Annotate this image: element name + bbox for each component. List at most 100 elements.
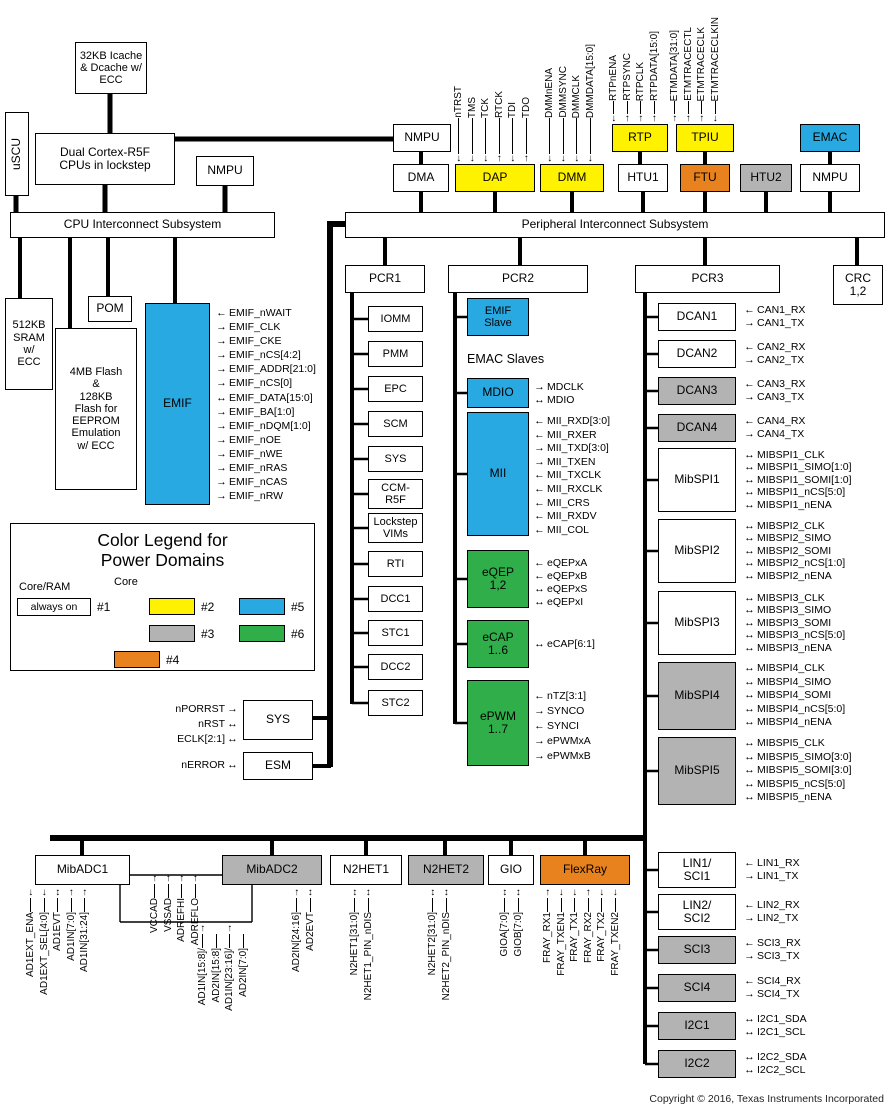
i2c1-signals: ↔ I2C1_SDA ↔ I2C1_SCL — [742, 1013, 807, 1039]
signal-label: EMIF_CLK — [229, 321, 281, 334]
signal-label: MII_TXCLK — [547, 469, 602, 482]
signal-label: I2C1_SDA — [757, 1013, 807, 1025]
signal-arrow: → — [534, 735, 545, 747]
signal-label: EMIF_nOE — [229, 433, 281, 446]
signal-arrow: → — [744, 870, 755, 882]
signal-arrow: ↔ — [744, 791, 755, 804]
pin-wire — [574, 898, 576, 912]
signal-arrow: ← — [744, 415, 755, 427]
signal-row: → CAN3_TX — [742, 391, 805, 404]
signal-row: nRST ↔ — [198, 717, 240, 732]
signal-label: nPORRST — [175, 703, 225, 715]
signal-label: MIBSPI1_SOMI[1:0] — [757, 473, 852, 486]
signal-label: CAN2_TX — [757, 354, 805, 366]
pin-label: AD1EXT_ENA — [25, 912, 37, 978]
signal-arrow: ← — [534, 428, 545, 441]
signal-row: ↔ MIBSPI5_CLK — [742, 737, 852, 750]
signal-arrow: → — [534, 705, 545, 717]
pin-label: FRAY_TX2 — [596, 912, 608, 962]
i2c2-block: I2C2 — [658, 1050, 736, 1078]
pin-arrow: ↕ — [307, 887, 313, 898]
pin-wire — [549, 118, 551, 154]
pin-column: AD2IN[15:8] — [210, 924, 224, 1002]
signal-arrow: → — [216, 462, 227, 475]
signal-label: nERROR — [181, 759, 225, 771]
row-i2c1: I2C1 ↔ I2C1_SDA ↔ I2C1_SCL — [658, 1012, 807, 1040]
pin-column: RTPnENA ↓ — [607, 55, 621, 124]
signal-row: ← nTZ[3:1] — [532, 689, 591, 704]
pin-arrow: ↓ — [558, 887, 564, 898]
mibspi4-signals: ↔ MIBSPI4_CLK ↔ MIBSPI4_SIMO ↔ MIBSPI4_SOMI ↔ M… — [742, 662, 845, 729]
pin-column: ↑ AD1IN[23:16]/ — [223, 924, 237, 1011]
pin-arrow: ↓ — [456, 153, 462, 164]
pin-wire — [525, 118, 527, 154]
signal-row: ← MII_RXER — [532, 429, 610, 443]
stc1-block: STC1 — [368, 620, 423, 646]
signal-arrow: → — [216, 349, 227, 362]
pin-label: TMS — [466, 96, 478, 118]
pin-label: FRAY_RX2 — [582, 912, 594, 963]
pin-wire — [687, 101, 689, 114]
signal-label: MIBSPI5_nENA — [757, 791, 832, 804]
pin-arrow: ↕ — [365, 887, 371, 898]
pin-wire — [43, 898, 45, 912]
signal-row: ↔ I2C1_SCL — [742, 1026, 807, 1039]
pin-label: VCCAD — [149, 898, 161, 934]
pin-wire — [167, 884, 169, 898]
signal-arrow: ↔ — [227, 733, 238, 745]
signal-row: nERROR ↔ — [181, 759, 240, 772]
pin-column: ↑ AD1IN[15:8]/ — [196, 924, 210, 1006]
signal-row: ↔ MIBSPI1_CLK — [742, 449, 852, 462]
lin2-sci2-signals: ← LIN2_RX → LIN2_TX — [742, 899, 799, 925]
signal-label: MIBSPI4_SIMO — [757, 675, 832, 688]
signal-arrow: → — [534, 750, 545, 762]
signal-row: ↔ MIBSPI4_CLK — [742, 662, 845, 675]
pin-column: DMMDATA[15:0] ↓ — [584, 44, 598, 164]
signal-row: → EMIF_nRW — [214, 489, 316, 503]
signal-row: ↔ MIBSPI3_SOMI — [742, 617, 845, 630]
signal-arrow: ← — [744, 341, 755, 353]
signal-arrow: ↔ — [744, 557, 755, 570]
emif-slave-block: EMIF Slave — [467, 298, 529, 336]
pin-label: RTPDATA[15:0] — [648, 30, 660, 101]
signal-arrow: ← — [534, 482, 545, 495]
n2het1-block: N2HET1 — [330, 855, 402, 885]
pin-arrow: ↑ — [523, 153, 529, 164]
pin-wire — [367, 898, 369, 912]
nmpu-cpu-block: NMPU — [196, 156, 254, 186]
pin-label: GIOB[7:0] — [512, 912, 524, 957]
signal-arrow: ← — [534, 469, 545, 482]
pcr2-block: PCR2 — [448, 265, 588, 293]
copyright-text: Copyright © 2016, Texas Instruments Inco… — [649, 1093, 884, 1105]
pin-arrow: ↓ — [510, 153, 516, 164]
signal-label: MII_TXEN — [547, 455, 596, 468]
signal-label: MDCLK — [547, 381, 584, 393]
pin-column: ↑ AD1IN[31:24] — [78, 888, 92, 973]
signal-row: → CAN1_TX — [742, 317, 805, 330]
pin-label: AD1EXT_SEL[4:0] — [38, 912, 50, 995]
signal-arrow: ← — [534, 496, 545, 509]
signal-row: nPORRST → — [175, 702, 240, 717]
pin-arrow: ↓ — [28, 887, 34, 898]
signal-label: MIBSPI2_nCS[1:0] — [757, 557, 846, 570]
signal-label: LIN1_RX — [757, 857, 800, 869]
dcc2-block: DCC2 — [368, 654, 423, 680]
pin-wire — [589, 118, 591, 154]
legend-domain-4: #4 — [166, 653, 180, 667]
signal-row: ← eQEPxB — [532, 570, 587, 583]
row-lin2-sci2: LIN2/ SCI2 ← LIN2_RX → LIN2_TX — [658, 894, 800, 930]
pin-label: RTPSYNC — [621, 53, 633, 101]
epwm-block: ePWM 1..7 — [467, 680, 529, 766]
signal-row: → SYNCO — [532, 704, 591, 719]
signal-arrow: ↔ — [744, 486, 755, 499]
signal-row: → EMIF_nCS[0] — [214, 376, 316, 390]
pin-column: RTPSYNC ↑ — [621, 53, 635, 124]
signal-arrow: → — [227, 703, 238, 715]
signal-row: ↔ MIBSPI4_nENA — [742, 716, 845, 729]
pin-arrow: ↓ — [483, 153, 489, 164]
sys-block: SYS — [243, 700, 313, 740]
row-lin1-sci1: LIN1/ SCI1 ← LIN1_RX → LIN1_TX — [658, 852, 800, 888]
signal-arrow: ← — [534, 557, 545, 569]
signal-label: MII_TXD[3:0] — [547, 442, 609, 455]
signal-row: ← eQEPxA — [532, 557, 587, 570]
